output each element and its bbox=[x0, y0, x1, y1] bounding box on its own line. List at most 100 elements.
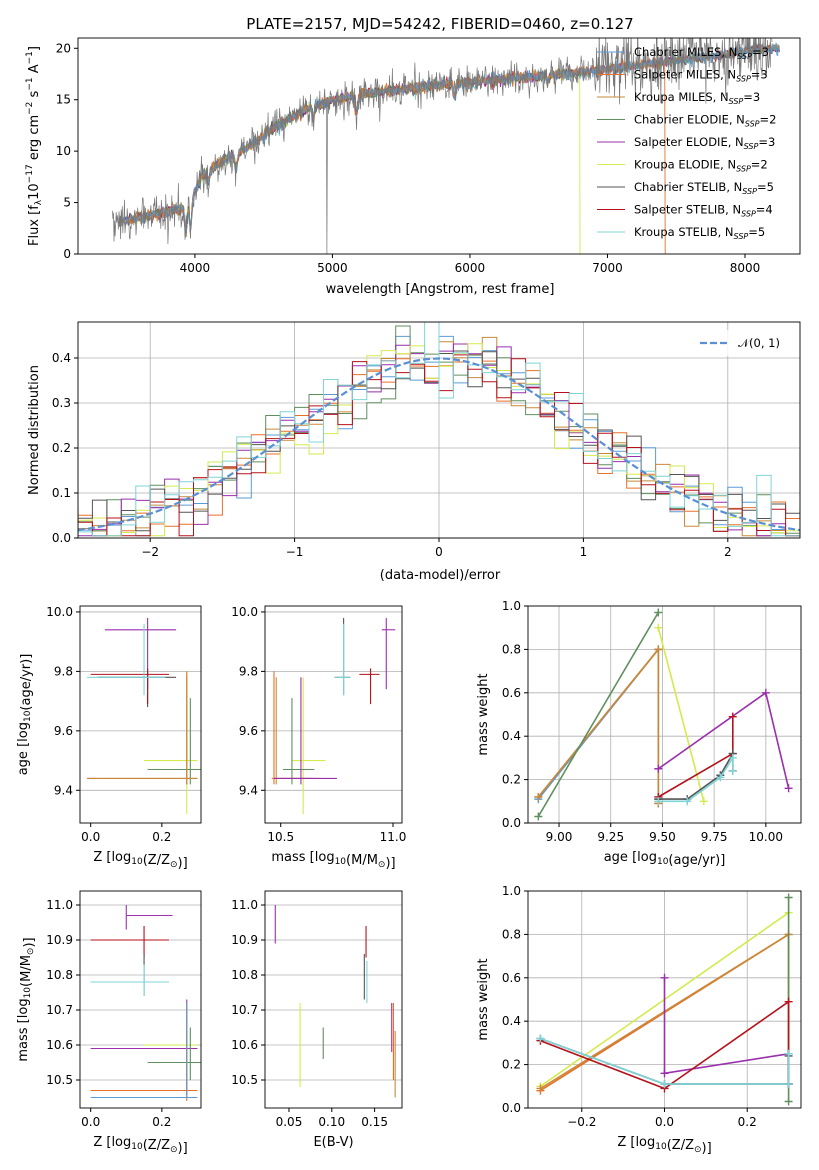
age_weight-ytick-label: 0.6 bbox=[502, 686, 521, 700]
residual-ticks: −2 −1 0 1 2 0.0 0.1 0.2 0.3 0.4 bbox=[52, 351, 732, 559]
age_weight-axes bbox=[528, 605, 801, 824]
spectrum-ytick-label: 20 bbox=[56, 41, 71, 55]
age_weight-xlabel: age [log10(age/yr)] bbox=[604, 850, 726, 868]
residual-steps bbox=[78, 322, 800, 537]
z_mass-ytick-label: 10.9 bbox=[46, 933, 73, 947]
z_weight-ytick-label: 0.6 bbox=[502, 971, 521, 985]
spectrum-panel: PLATE=2157, MJD=54242, FIBERID=0460, z=0… bbox=[25, 15, 801, 297]
legend-label: Salpeter STELIB, NSSP=4 bbox=[634, 203, 773, 219]
z_weight-ytick-label: 0.4 bbox=[502, 1014, 521, 1028]
z_age-ylabel: age [log10(age/yr)] bbox=[16, 654, 34, 776]
gaussian-legend-label: 𝒩(0, 1) bbox=[738, 336, 780, 350]
ebv_mass-ytick-label: 10.5 bbox=[231, 1073, 258, 1087]
legend-label: Salpeter ELODIE, NSSP=3 bbox=[634, 135, 775, 151]
z_age-xtick-label: 0.0 bbox=[81, 830, 100, 844]
weight-point bbox=[654, 645, 663, 654]
z_age-xtick-label: 0.2 bbox=[152, 830, 171, 844]
ebv_mass-ytick-label: 11.0 bbox=[231, 898, 258, 912]
z_weight-xtick-label: 0.2 bbox=[738, 1115, 757, 1129]
age_weight-ytick-label: 0.8 bbox=[502, 642, 521, 656]
spectrum-xtick-label: 6000 bbox=[455, 261, 486, 275]
weight-point bbox=[536, 1034, 545, 1043]
ebv_mass-ytick-label: 10.7 bbox=[231, 1003, 258, 1017]
z_age-xlabel: Z [log10(Z/Z⊙)] bbox=[93, 850, 187, 871]
z_age-ytick-label: 9.4 bbox=[54, 783, 73, 797]
z_weight-ytick-label: 0.0 bbox=[502, 1101, 521, 1115]
weight-point bbox=[716, 773, 725, 782]
z_age-ytick-label: 9.8 bbox=[54, 664, 73, 678]
spectrum-ytick-label: 10 bbox=[56, 144, 71, 158]
weight-point bbox=[761, 688, 770, 697]
residual-ytick-label: 0.0 bbox=[52, 531, 71, 545]
weight-line-kroupa-stelib bbox=[540, 1037, 790, 1085]
age_weight-ylabel: mass weight bbox=[476, 673, 491, 755]
age_weight-xtick-label: 10.00 bbox=[749, 830, 783, 844]
z_mass-frame bbox=[79, 890, 202, 1109]
spectrum-ytick-label: 15 bbox=[56, 93, 71, 107]
z_age-panel: 0.0 0.2 9.4 9.6 9.8 10.0 Z [log10(Z/Z⊙)] age [l… bbox=[16, 605, 202, 871]
legend-label: Chabrier ELODIE, NSSP=2 bbox=[634, 113, 776, 129]
mass_age-ytick-label: 9.4 bbox=[239, 783, 258, 797]
z_mass-xlabel: Z [log10(Z/Z⊙)] bbox=[93, 1135, 187, 1156]
ebv_mass-xtick-label: 0.10 bbox=[318, 1115, 345, 1129]
z_age-frame bbox=[79, 605, 202, 824]
weight-point bbox=[654, 797, 663, 806]
spectrum-ticks: 4000 5000 6000 7000 8000 0 5 10 15 20 bbox=[56, 41, 761, 275]
gaussian-reference-curve bbox=[78, 357, 800, 532]
weight-point bbox=[784, 1097, 793, 1106]
residual-xtick-label: 2 bbox=[724, 545, 732, 559]
z_mass-ytick-label: 10.6 bbox=[46, 1038, 73, 1052]
mass_age-xtick-label: 11.0 bbox=[380, 830, 407, 844]
spectrum-title: PLATE=2157, MJD=54242, FIBERID=0460, z=0… bbox=[246, 15, 633, 33]
z_mass-marks bbox=[90, 905, 201, 1101]
weight-point bbox=[534, 792, 543, 801]
residual-xlabel: (data-model)/error bbox=[380, 568, 501, 583]
residual-xtick-label: −2 bbox=[141, 545, 159, 559]
weight-point bbox=[699, 797, 708, 806]
legend-label: Chabrier MILES, NSSP=3 bbox=[634, 45, 769, 61]
weight-line-kroupa-miles bbox=[537, 647, 660, 804]
weight-line-salpeter-elodie bbox=[657, 691, 790, 789]
z_mass-ytick-label: 10.5 bbox=[46, 1073, 73, 1087]
mass_age-xlabel: mass [log10(M/M⊙)] bbox=[271, 850, 395, 871]
weight-point bbox=[784, 784, 793, 793]
weight-point bbox=[660, 1080, 669, 1089]
weight-line-salpeter-stelib bbox=[657, 716, 734, 798]
ebv_mass-panel: 0.05 0.10 0.15 10.5 10.6 10.7 10.8 10.9 11.0 E(B-… bbox=[231, 890, 403, 1150]
weight-line-kroupa-elodie bbox=[657, 627, 705, 802]
weight-point bbox=[728, 766, 737, 775]
ebv_mass-xtick-label: 0.05 bbox=[276, 1115, 303, 1129]
age_weight-frame bbox=[527, 605, 802, 824]
spectrum-plot-area bbox=[112, 38, 780, 254]
z_weight-ytick-label: 0.8 bbox=[502, 927, 521, 941]
model-line-chabrier-miles bbox=[118, 42, 780, 234]
z_weight-ylabel: mass weight bbox=[476, 958, 491, 1040]
ebv_mass-marks bbox=[274, 905, 396, 1098]
weight-point bbox=[536, 1084, 545, 1093]
weight-point bbox=[728, 753, 737, 762]
z_weight-marks bbox=[536, 893, 793, 1106]
weight-point bbox=[784, 1080, 793, 1089]
spectrum-xtick-label: 5000 bbox=[317, 261, 348, 275]
residual-legend-box bbox=[690, 330, 794, 356]
weight-point bbox=[654, 623, 663, 632]
z_age-marks bbox=[87, 617, 201, 815]
observed-spectrum bbox=[112, 38, 773, 254]
z_mass-xtick-label: 0.0 bbox=[81, 1115, 100, 1129]
z_mass-ytick-label: 10.7 bbox=[46, 1003, 73, 1017]
ebv_mass-frame bbox=[264, 890, 403, 1109]
weight-line-chabrier-elodie bbox=[537, 612, 659, 817]
z_weight-panel: −0.2 0.0 0.2 0.0 0.2 0.4 0.6 0.8 1.0 Z [log10(Z/Z… bbox=[476, 884, 802, 1156]
ebv_mass-ytick-label: 10.6 bbox=[231, 1038, 258, 1052]
weight-line-salpeter-stelib bbox=[540, 1000, 790, 1090]
residual-ytick-label: 0.2 bbox=[52, 441, 71, 455]
age_weight-xtick-label: 9.00 bbox=[546, 830, 573, 844]
spectrum-ytick-label: 0 bbox=[63, 247, 71, 261]
z_age-axes bbox=[80, 611, 201, 791]
spectrum-xtick-label: 4000 bbox=[180, 261, 211, 275]
weight-point bbox=[654, 608, 663, 617]
weight-point bbox=[683, 797, 692, 806]
residual-hist-kroupa-stelib bbox=[78, 322, 800, 537]
z_weight-ytick-label: 0.2 bbox=[502, 1058, 521, 1072]
